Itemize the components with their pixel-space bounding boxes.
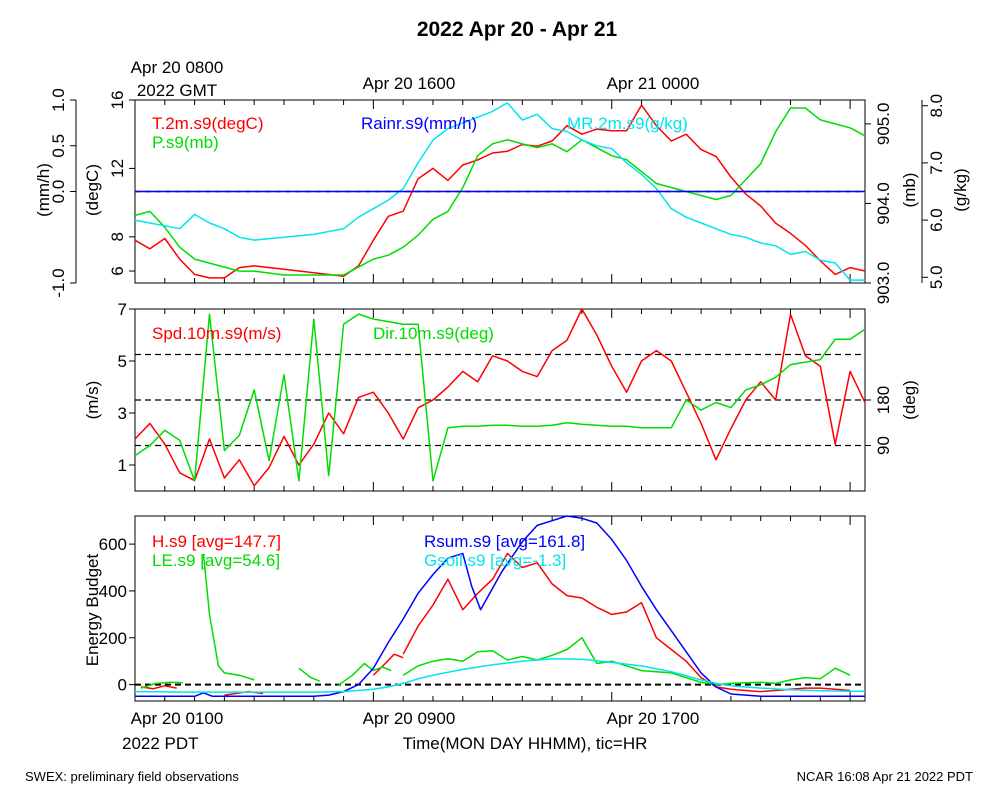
speed-axis-tick-label: 5: [118, 352, 127, 371]
speed-axis-tick-label: 1: [118, 456, 127, 475]
pres-axis-tick-label: 903.0: [874, 262, 893, 305]
top-axis-label-2: Apr 21 0000: [607, 74, 700, 93]
series-line-energy-1: [402, 637, 851, 686]
legend-radiation-sum: Rsum.s9 [avg=161.8]: [424, 532, 585, 551]
legend-rainrate: Rainr.s9(mm/h): [361, 114, 477, 133]
rain-axis-tick-label: 0.5: [49, 134, 68, 158]
temp-axis-title: (degC): [83, 164, 102, 216]
series-line-energy-1: [202, 554, 255, 681]
bottom-axis-label-1: Apr 20 0900: [363, 709, 456, 728]
mr-axis-title: (g/kg): [951, 168, 970, 211]
legend-mixing-ratio: MR.2m.s9(g/kg): [567, 114, 688, 133]
temperature-pressure-panel: -1.0 0.0 0.5 1.0 6 8 12 16 903.0 904.0 905.0 5.0 6.0…: [49, 88, 946, 304]
panel3-frame: [134, 515, 866, 702]
series-line-pres: [134, 107, 866, 276]
rain-axis-tick-label: 0.0: [49, 180, 68, 204]
legend-sensible-heat: H.s9 [avg=147.7]: [152, 532, 281, 551]
legend-temperature: T.2m.s9(degC): [152, 114, 263, 133]
temp-axis-tick-label: 12: [108, 159, 127, 178]
footer-left: SWEX: preliminary field observations: [25, 769, 239, 784]
series-line-energy-3: [134, 658, 865, 693]
energy-axis-title: Energy Budget: [83, 553, 102, 666]
series-line-energy-0: [372, 653, 404, 676]
series-line-energy-1: [140, 681, 183, 689]
bottom-axis-label-0: Apr 20 0100: [131, 709, 224, 728]
legend-soil-heat: Gsoil.s9 [avg=-1.3]: [424, 551, 566, 570]
mr-axis-tick-label: 6.0: [927, 208, 946, 232]
bottom-axis-title: Time(MON DAY HHMM), tic=HR: [403, 734, 648, 753]
temp-axis-tick-label: 8: [108, 232, 127, 241]
energy-axis-tick-label: 600: [99, 535, 127, 554]
legend-wind-direction: Dir.10m.s9(deg): [373, 324, 494, 343]
temp-axis-tick-label: 6: [108, 266, 127, 275]
series-line-mr: [134, 102, 865, 281]
series-line-energy-1: [298, 667, 320, 682]
legend-wind-speed: Spd.10m.s9(m/s): [152, 324, 281, 343]
mr-axis-tick-label: 7.0: [927, 151, 946, 175]
series-line-energy-1: [337, 662, 392, 687]
rain-axis-tick-label: 1.0: [49, 88, 68, 112]
energy-axis-tick-label: 200: [99, 629, 127, 648]
series-line-spd: [134, 308, 866, 487]
wind-panel: 1 3 5 7 90 180: [118, 300, 893, 492]
series-line-energy-2: [135, 515, 865, 698]
top-axis-sublabel: 2022 GMT: [137, 81, 217, 100]
direction-axis-tick-label: 180: [874, 386, 893, 414]
energy-axis-tick-label: 400: [99, 582, 127, 601]
series-line-dir: [134, 313, 866, 482]
pres-axis-tick-label: 904.0: [874, 182, 893, 225]
series-line-energy-0: [140, 685, 177, 690]
mr-axis-tick-label: 8.0: [927, 94, 946, 118]
speed-axis-tick-label: 3: [118, 404, 127, 423]
rain-axis-title: (mm/h): [34, 163, 53, 217]
legend-pressure: P.s9(mb): [152, 133, 219, 152]
pres-axis-tick-label: 905.0: [874, 103, 893, 146]
legend-latent-heat: LE.s9 [avg=54.6]: [152, 551, 280, 570]
mr-axis-tick-label: 5.0: [927, 265, 946, 289]
rain-axis-tick-label: -1.0: [49, 268, 68, 297]
bottom-axis-sublabel: 2022 PDT: [122, 734, 199, 753]
bottom-axis-label-2: Apr 20 1700: [607, 709, 700, 728]
energy-axis-tick-label: 0: [118, 676, 127, 695]
series-line-energy-0: [402, 552, 851, 693]
pres-axis-title: (mb): [900, 173, 919, 208]
direction-axis-title: (deg): [900, 380, 919, 420]
speed-axis-tick-label: 7: [118, 300, 127, 319]
temp-axis-tick-label: 16: [108, 91, 127, 110]
speed-axis-title: (m/s): [83, 381, 102, 420]
footer-right: NCAR 16:08 Apr 21 2022 PDT: [797, 769, 973, 784]
energy-budget-panel: 0 200 400 600: [99, 515, 866, 702]
top-axis-label-0: Apr 20 0800: [131, 58, 224, 77]
chart-title: 2022 Apr 20 - Apr 21: [417, 18, 618, 41]
direction-axis-tick-label: 90: [874, 436, 893, 455]
top-axis-label-1: Apr 20 1600: [363, 74, 456, 93]
